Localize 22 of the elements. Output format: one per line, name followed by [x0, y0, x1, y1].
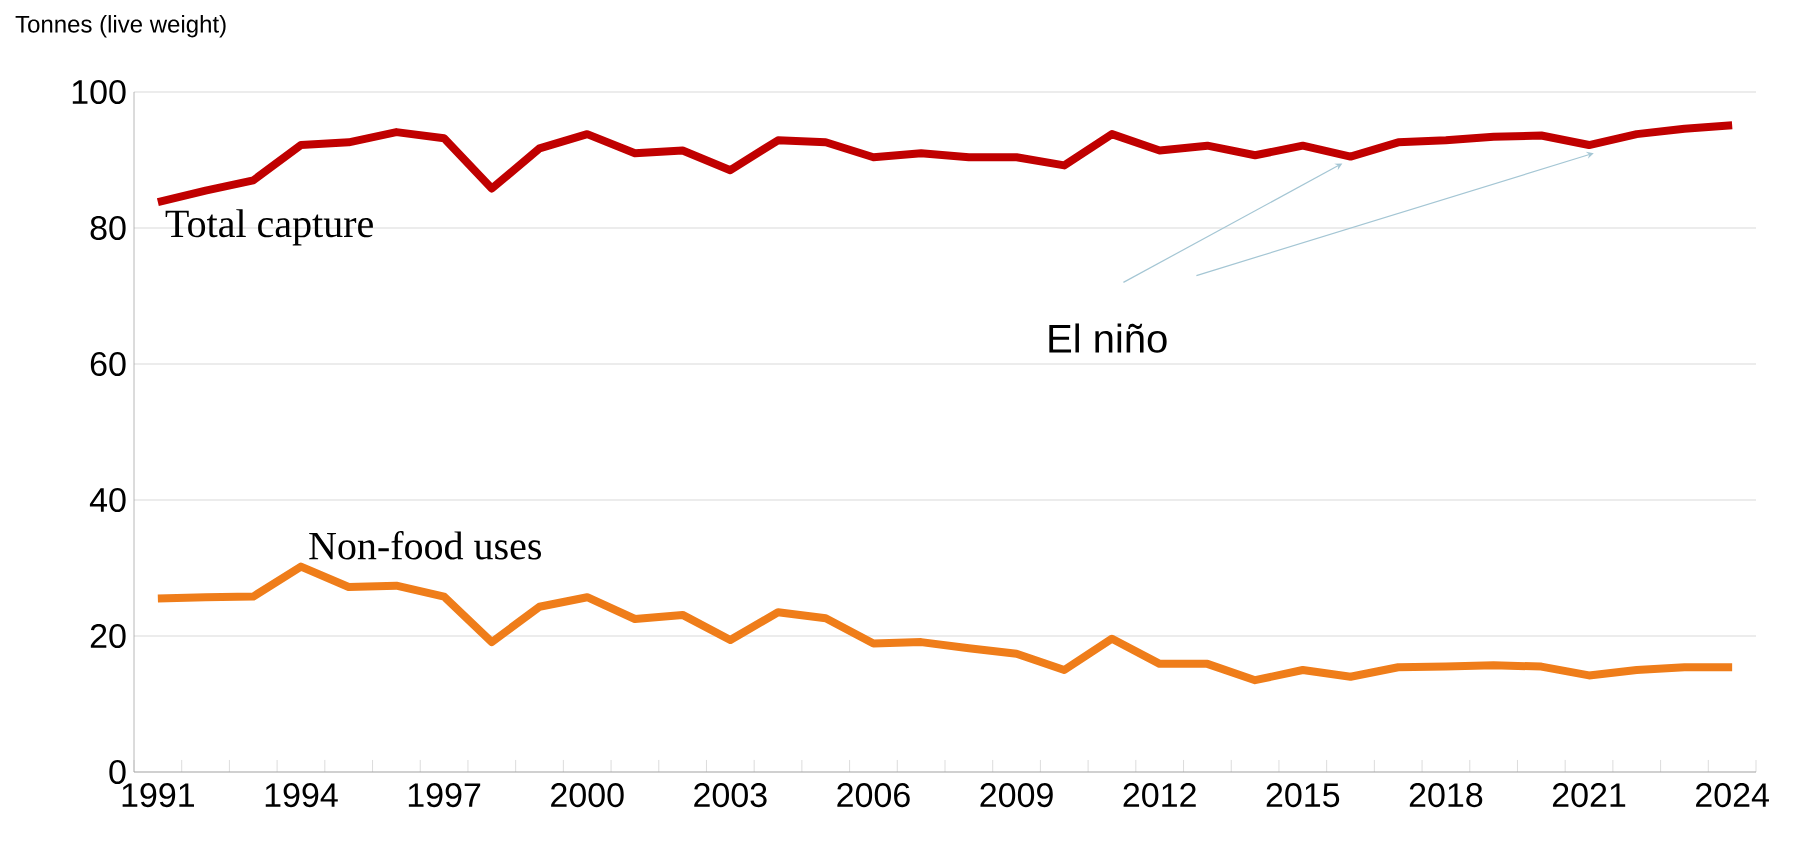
- x-tick-label: 2006: [837, 783, 910, 808]
- x-tick-label: 2015: [1266, 783, 1340, 808]
- y-tick-label: 100: [72, 79, 126, 105]
- x-tick-label: 2018: [1409, 783, 1483, 808]
- x-tick-label: 2021: [1552, 783, 1626, 808]
- y-tick-label: 40: [89, 487, 126, 513]
- y-axis-title: Tonnes (live weight): [15, 15, 226, 38]
- x-tick-label: 1997: [408, 783, 481, 808]
- y-tick-label: 60: [90, 351, 126, 377]
- x-tick-label: 1994: [265, 783, 338, 808]
- y-tick-label: 20: [90, 623, 126, 649]
- x-tick-label: 2012: [1123, 783, 1196, 808]
- annotation: El niño: [1049, 323, 1167, 353]
- series-label: Total capture: [165, 209, 373, 246]
- x-tick-label: 2024: [1696, 783, 1769, 808]
- x-tick-label: 2003: [694, 783, 767, 808]
- series-label: Non-food uses: [309, 531, 541, 560]
- x-tick-label: 1991: [122, 783, 194, 808]
- x-tick-label: 2000: [551, 783, 624, 808]
- y-tick-label: 0: [109, 759, 126, 785]
- y-tick-label: 80: [90, 215, 126, 241]
- x-tick-label: 2009: [980, 783, 1053, 808]
